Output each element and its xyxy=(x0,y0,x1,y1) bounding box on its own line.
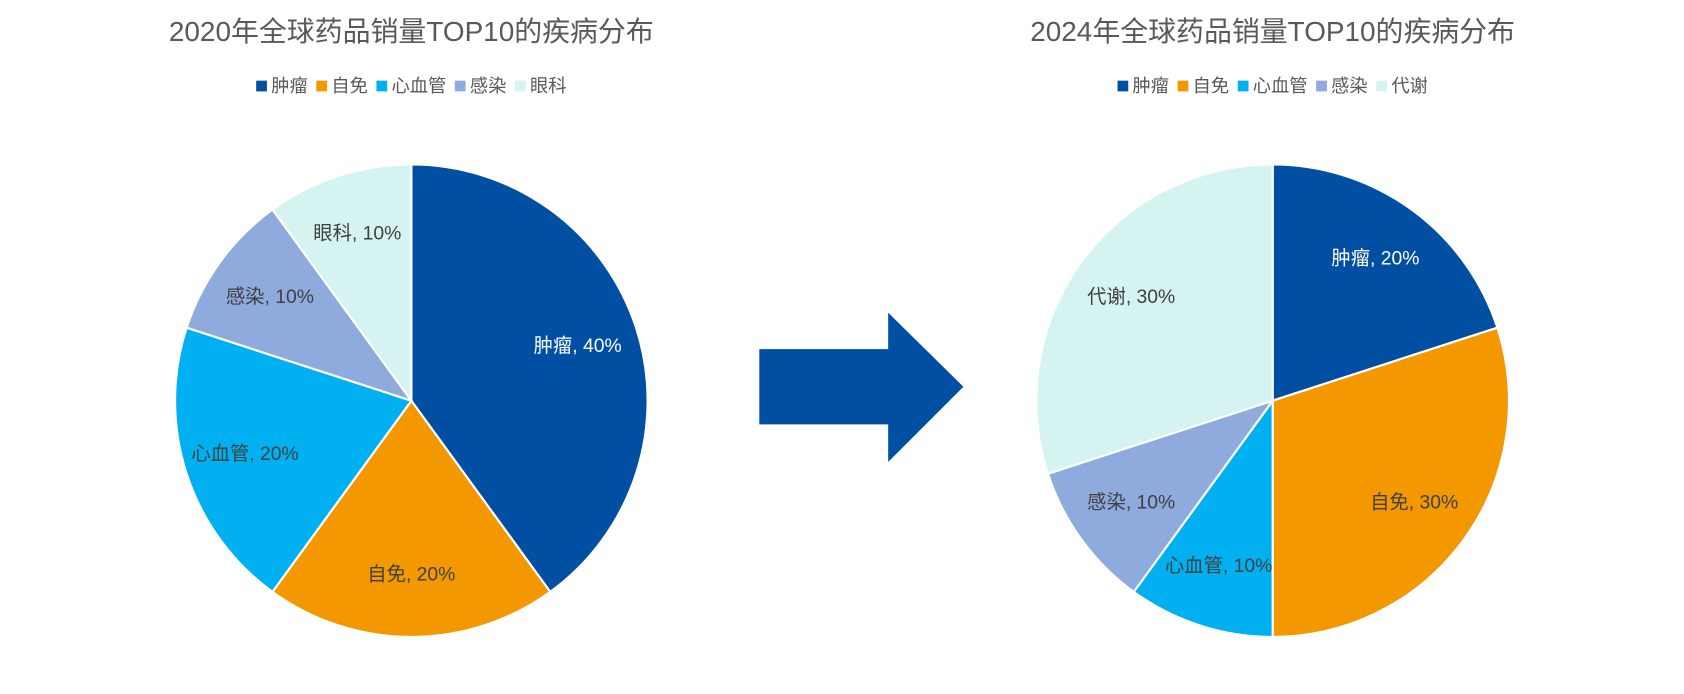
legend-label: 肿瘤 xyxy=(1133,75,1170,96)
legend-swatch xyxy=(256,80,267,92)
pie-slice xyxy=(173,326,414,594)
legend-label: 自免 xyxy=(331,75,368,96)
legend-label: 肿瘤 xyxy=(271,75,307,96)
legend-swatch xyxy=(1376,80,1388,92)
data-label: 感染, 10% xyxy=(1087,492,1175,514)
legend-label: 感染 xyxy=(470,75,507,96)
data-label: 自免, 30% xyxy=(1370,492,1458,514)
legend-label: 自免 xyxy=(1193,75,1230,96)
pie-slice xyxy=(1046,398,1276,594)
pie-slice xyxy=(1271,163,1499,403)
pie-slice xyxy=(1132,397,1274,639)
data-label: 心血管, 10% xyxy=(1165,555,1272,577)
legend-swatch xyxy=(376,80,388,92)
pie-slice xyxy=(185,208,415,403)
pie-slice xyxy=(270,398,552,639)
data-label: 自免, 20% xyxy=(367,564,455,586)
legend-label: 感染 xyxy=(1331,75,1368,96)
data-label: 眼科, 10% xyxy=(313,223,401,245)
data-label: 心血管, 20% xyxy=(191,443,298,465)
legend-label: 眼科 xyxy=(530,75,567,96)
legend-label: 心血管 xyxy=(391,75,446,96)
legend-swatch xyxy=(1177,80,1189,92)
pie-slice xyxy=(1271,326,1511,639)
pie-slice xyxy=(1035,163,1274,476)
legend-swatch xyxy=(454,80,466,92)
data-label: 感染, 10% xyxy=(226,286,314,308)
pie-slice xyxy=(410,163,649,594)
legend-swatch xyxy=(1117,80,1129,92)
legend-swatch xyxy=(1316,80,1327,92)
chart-title: 2020年全球药品销量TOP10的疾病分布 xyxy=(169,16,654,47)
data-label: 代谢, 30% xyxy=(1087,286,1175,308)
chart-title: 2024年全球药品销量TOP10的疾病分布 xyxy=(1030,16,1515,47)
data-label: 肿瘤, 20% xyxy=(1331,247,1419,269)
pie-slice xyxy=(270,163,413,405)
legend-swatch xyxy=(316,80,328,92)
legend-label: 代谢 xyxy=(1391,75,1428,96)
legend-label: 心血管 xyxy=(1253,75,1308,96)
arrow xyxy=(759,312,964,462)
legend-swatch xyxy=(1237,80,1249,92)
legend-swatch xyxy=(514,80,526,92)
data-label: 肿瘤, 40% xyxy=(534,335,622,357)
